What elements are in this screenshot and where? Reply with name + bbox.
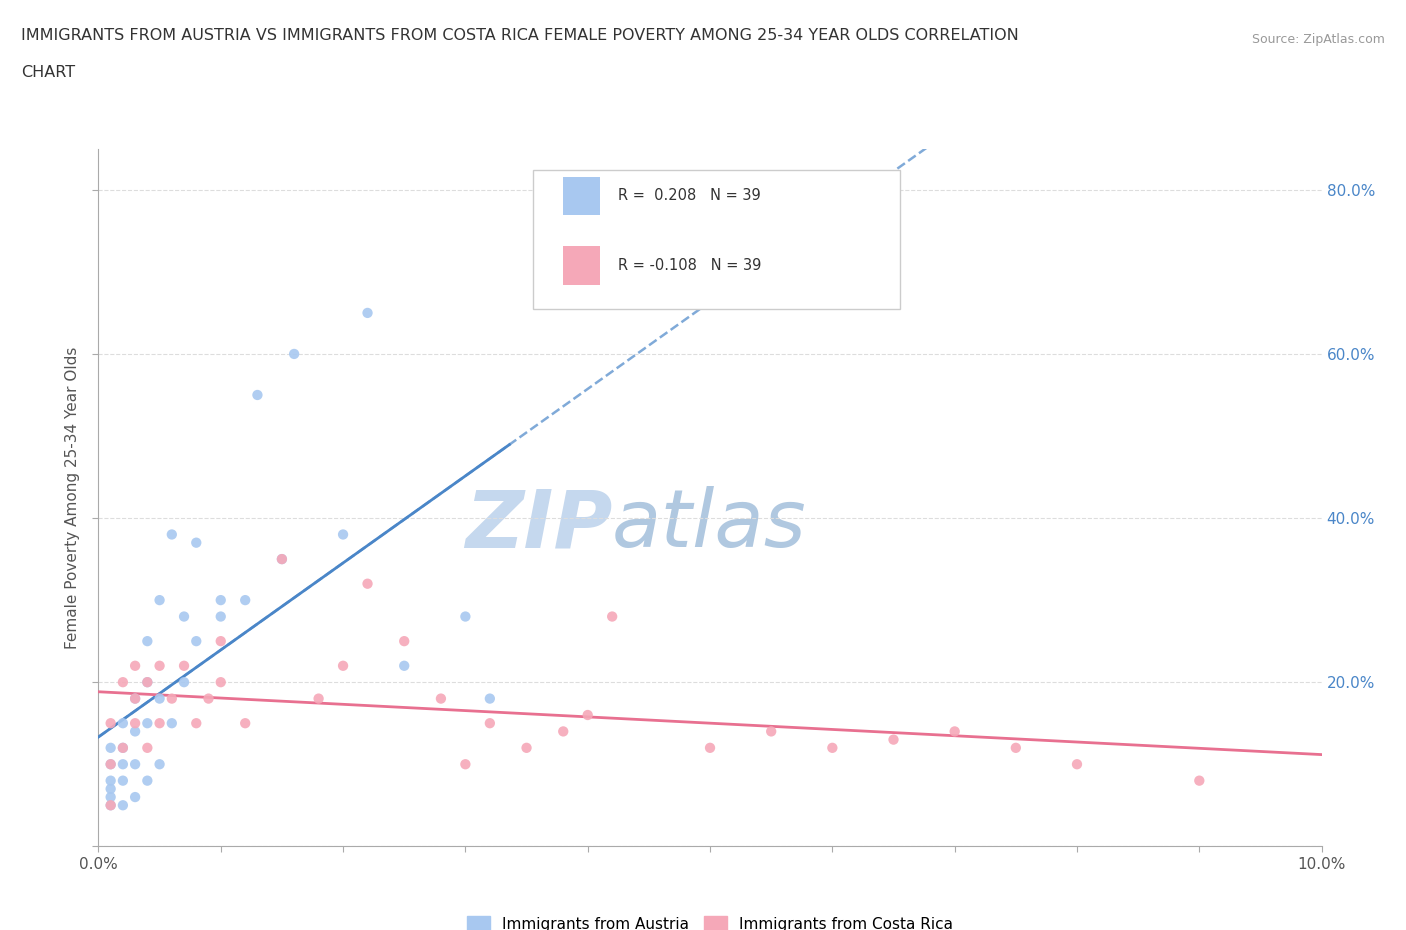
Point — [136, 675, 159, 690]
Point — [270, 551, 292, 566]
Point — [136, 740, 159, 755]
Point — [136, 773, 159, 788]
Point — [454, 609, 477, 624]
Point — [233, 716, 256, 731]
Point — [100, 781, 122, 796]
Point — [197, 691, 219, 706]
Point — [332, 527, 354, 542]
Point — [136, 675, 159, 690]
Point — [111, 675, 134, 690]
Point — [160, 691, 183, 706]
Point — [283, 347, 305, 362]
Point — [233, 592, 256, 607]
Point — [111, 740, 134, 755]
Point — [392, 658, 416, 673]
Point — [100, 757, 122, 772]
Point — [270, 551, 292, 566]
Point — [149, 716, 172, 731]
Point — [356, 577, 378, 591]
Point — [600, 609, 623, 624]
Point — [356, 305, 378, 320]
Point — [149, 592, 172, 607]
Point — [186, 716, 208, 731]
Point — [100, 790, 122, 804]
Point — [392, 633, 416, 648]
Point — [173, 675, 195, 690]
Point — [516, 740, 538, 755]
Point — [576, 708, 599, 723]
Point — [173, 609, 195, 624]
Point — [246, 388, 269, 403]
Point — [883, 732, 905, 747]
Point — [1066, 757, 1088, 772]
Text: Source: ZipAtlas.com: Source: ZipAtlas.com — [1251, 33, 1385, 46]
Point — [124, 790, 146, 804]
Text: CHART: CHART — [21, 65, 75, 80]
Text: R =  0.208   N = 39: R = 0.208 N = 39 — [619, 189, 761, 204]
Point — [124, 716, 146, 731]
Point — [100, 757, 122, 772]
Point — [111, 757, 134, 772]
Point — [100, 773, 122, 788]
Point — [160, 716, 183, 731]
Point — [124, 757, 146, 772]
Point — [149, 691, 172, 706]
Text: atlas: atlas — [612, 486, 807, 565]
Point — [478, 691, 501, 706]
Point — [209, 675, 232, 690]
Legend: Immigrants from Austria, Immigrants from Costa Rica: Immigrants from Austria, Immigrants from… — [461, 910, 959, 930]
FancyBboxPatch shape — [533, 170, 900, 309]
Point — [454, 757, 477, 772]
Bar — [564, 246, 600, 285]
Point — [478, 716, 501, 731]
Point — [209, 633, 232, 648]
Point — [186, 536, 208, 551]
Point — [149, 658, 172, 673]
Point — [111, 773, 134, 788]
Point — [332, 658, 354, 673]
Point — [100, 798, 122, 813]
Point — [149, 757, 172, 772]
Point — [308, 691, 330, 706]
Text: ZIP: ZIP — [465, 486, 612, 565]
Point — [100, 740, 122, 755]
Point — [111, 716, 134, 731]
Point — [136, 716, 159, 731]
Point — [124, 691, 146, 706]
Point — [160, 527, 183, 542]
Text: IMMIGRANTS FROM AUSTRIA VS IMMIGRANTS FROM COSTA RICA FEMALE POVERTY AMONG 25-34: IMMIGRANTS FROM AUSTRIA VS IMMIGRANTS FR… — [21, 28, 1019, 43]
Y-axis label: Female Poverty Among 25-34 Year Olds: Female Poverty Among 25-34 Year Olds — [65, 346, 80, 649]
Point — [124, 691, 146, 706]
Text: R = -0.108   N = 39: R = -0.108 N = 39 — [619, 259, 762, 273]
Point — [943, 724, 966, 738]
Point — [1004, 740, 1026, 755]
Point — [209, 592, 232, 607]
Point — [100, 716, 122, 731]
Point — [553, 724, 575, 738]
Point — [430, 691, 453, 706]
Point — [111, 798, 134, 813]
Point — [173, 658, 195, 673]
Point — [124, 658, 146, 673]
Point — [186, 633, 208, 648]
Point — [699, 740, 721, 755]
Point — [111, 740, 134, 755]
Point — [124, 724, 146, 738]
Bar — [564, 177, 600, 215]
Point — [100, 798, 122, 813]
Point — [136, 633, 159, 648]
Point — [821, 740, 844, 755]
Point — [209, 609, 232, 624]
Point — [1188, 773, 1211, 788]
Point — [759, 724, 782, 738]
